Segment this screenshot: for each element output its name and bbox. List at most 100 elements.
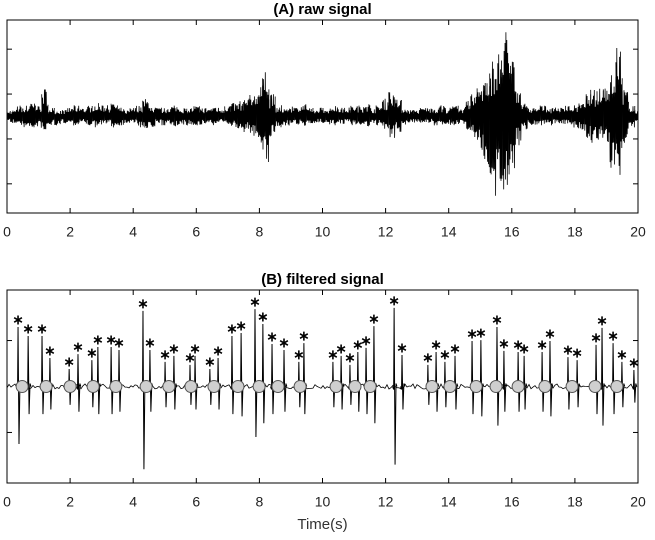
signal-segment: [117, 107, 125, 126]
peak-marker: [213, 346, 223, 356]
onset-marker: [63, 380, 77, 393]
signal-segment: [218, 108, 226, 122]
x-tick-label: 12: [378, 224, 394, 240]
peak-marker: [519, 344, 529, 354]
signal-segment: [85, 105, 93, 126]
signal-segment: [287, 106, 295, 126]
spike: [260, 324, 267, 424]
peak-marker: [93, 335, 103, 345]
onset-marker: [86, 380, 100, 393]
signal-segment: [337, 107, 345, 124]
peak-marker: [23, 324, 33, 334]
onset-marker: [231, 380, 245, 393]
signal-segment: [464, 100, 472, 130]
spike: [95, 346, 102, 415]
peak-marker: [299, 331, 309, 341]
signal-segment: [552, 107, 560, 124]
spike: [599, 327, 606, 426]
peak-marker: [169, 344, 179, 354]
peak-marker: [267, 332, 277, 342]
signal-segment: [558, 107, 566, 125]
onset-marker: [489, 380, 503, 393]
spike: [501, 350, 508, 412]
spike: [301, 343, 308, 415]
peak-marker: [572, 348, 582, 358]
peak-marker: [617, 350, 627, 360]
signal-segment: [382, 98, 390, 129]
chart-title: (B) filtered signal: [261, 271, 384, 288]
peak-marker: [138, 299, 148, 309]
signal-segment: [451, 105, 459, 126]
peak-marker: [467, 329, 477, 339]
peak-marker: [236, 321, 246, 331]
peak-marker: [258, 312, 268, 322]
signal-segment: [356, 105, 364, 125]
peak-marker: [87, 348, 97, 358]
signal-segment: [470, 94, 478, 138]
onset-marker: [109, 380, 123, 393]
signal-segment: [72, 105, 80, 126]
signal-segment: [192, 106, 200, 126]
signal-segment: [9, 110, 17, 123]
peak-marker: [145, 338, 155, 348]
signal-segment: [262, 72, 270, 163]
x-tick-label: 18: [567, 224, 583, 240]
x-tick-label: 4: [129, 224, 137, 240]
x-tick-label: 12: [378, 494, 394, 510]
spike: [75, 354, 82, 412]
signal-segment: [281, 109, 289, 126]
signal-segment: [104, 105, 112, 124]
signal-segment: [53, 111, 61, 126]
peak-marker: [114, 338, 124, 348]
signal-segment: [199, 108, 207, 125]
signal-segment: [136, 105, 144, 128]
peak-marker: [345, 353, 355, 363]
peak-marker: [423, 353, 433, 363]
peak-marker: [537, 340, 547, 350]
signal-segment: [426, 108, 434, 123]
peak-marker: [369, 314, 379, 324]
signal-segment: [483, 82, 491, 168]
spike: [39, 335, 46, 415]
signal-segment: [224, 106, 232, 125]
signal-segment: [110, 103, 118, 128]
spike: [478, 340, 485, 417]
signal-segment: [508, 61, 516, 175]
signal-segment: [350, 105, 358, 126]
signal-segment: [205, 108, 213, 123]
spike: [399, 355, 406, 410]
signal-segment: [596, 88, 604, 140]
signal-segment: [615, 47, 623, 175]
x-tick-label: 20: [630, 494, 646, 510]
spike: [392, 307, 398, 465]
x-tick-label: 16: [504, 224, 520, 240]
chart-title: (A) raw signal: [273, 1, 371, 18]
peak-marker: [205, 357, 215, 367]
peak-marker: [440, 350, 450, 360]
onset-marker: [363, 380, 377, 393]
peak-marker: [591, 333, 601, 343]
x-tick-label: 14: [441, 494, 457, 510]
signal-segment: [243, 98, 251, 133]
peak-marker: [492, 315, 502, 325]
x-tick-label: 6: [192, 224, 200, 240]
x-tick-label: 0: [3, 494, 11, 510]
signal-segment: [22, 105, 30, 128]
signal-segment: [514, 91, 522, 146]
x-tick-label: 20: [630, 224, 646, 240]
spike: [252, 309, 259, 438]
signal-segment: [375, 105, 383, 126]
onset-marker: [271, 380, 285, 393]
peak-marker: [476, 328, 486, 338]
peak-marker: [608, 331, 618, 341]
onset-marker: [538, 380, 552, 393]
x-tick-label: 8: [256, 224, 264, 240]
onset-marker: [207, 380, 221, 393]
signal-segment: [129, 108, 137, 123]
signal-segment: [489, 61, 497, 196]
signal-segment: [154, 107, 162, 123]
signal-segment: [91, 103, 99, 128]
signal-segment: [98, 105, 106, 125]
onset-marker: [443, 380, 457, 393]
signal-segment: [432, 107, 440, 126]
